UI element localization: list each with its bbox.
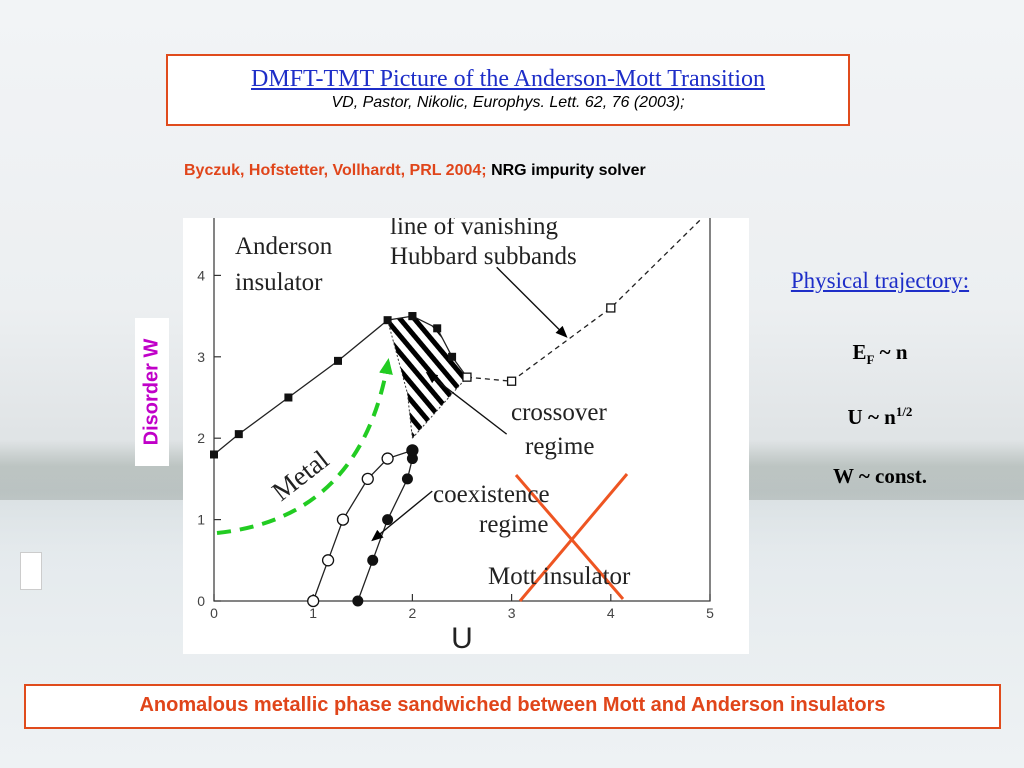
data-point-s3 [336, 513, 350, 526]
x-tick-label: 2 [409, 605, 417, 621]
crossover-hatched-region [387, 316, 467, 439]
data-point-s4 [406, 444, 418, 456]
series-line-4 [357, 450, 414, 602]
annotation-crossover: regime [525, 433, 594, 460]
ef-base: E [852, 340, 867, 364]
data-point-s0 [383, 316, 392, 325]
figure-credit: Byczuk, Hofstetter, Vollhardt, PRL 2004;… [184, 162, 646, 180]
annotation-crossover: crossover [511, 399, 607, 426]
annotation-vanishing: line of vanishing [390, 218, 559, 240]
data-point-s4 [406, 453, 418, 465]
trajectory-title: Physical trajectory: [790, 268, 970, 293]
series-line-2 [466, 218, 704, 382]
y-axis-label-box [135, 318, 169, 466]
data-point-s4 [352, 595, 364, 607]
physical-trajectory-arrow [216, 358, 393, 535]
data-point-s0 [284, 393, 293, 402]
series-line-0 [213, 315, 413, 455]
crossover-boundary-left [387, 320, 413, 439]
cross-out-stroke [514, 474, 625, 600]
data-point-s3 [381, 452, 394, 465]
u-superscript: 1/2 [895, 404, 913, 419]
phase-diagram-chart: 012345012345UAndersoninsulatorline of va… [197, 218, 714, 654]
data-point-s3 [361, 472, 374, 486]
x-tick-label: 0 [210, 605, 218, 621]
bottom-banner-text: Anomalous metallic phase sandwiched betw… [139, 694, 886, 716]
credit-solver: NRG impurity solver [491, 162, 646, 179]
annotation-coexistence: regime [479, 511, 548, 538]
data-point-s3 [321, 554, 335, 567]
crossover-boundary-right [412, 376, 468, 439]
data-point-s2 [606, 303, 616, 313]
y-axis-label: Disorder W [140, 338, 163, 446]
y-tick-label: 1 [197, 512, 205, 528]
data-point-s1 [433, 324, 442, 333]
annotation-metal: Metal [266, 444, 334, 506]
x-tick-label: 3 [508, 605, 516, 621]
u-base: U ~ n [847, 405, 896, 429]
annotation-vanishing: Hubbard subbands [390, 243, 577, 270]
x-tick-label: 1 [309, 605, 317, 621]
relation-u: U ~ n1/2 [758, 404, 1002, 430]
x-tick-label: 4 [607, 605, 615, 621]
data-point-s2 [462, 372, 472, 382]
data-point-s1 [408, 312, 417, 321]
plot-frame [213, 218, 711, 602]
pointer-arrow-crossover [425, 371, 508, 435]
relation-ef: EF ~ n [758, 340, 1002, 368]
phase-diagram-figure: 012345012345UAndersoninsulatorline of va… [183, 218, 749, 654]
y-tick-label: 3 [197, 349, 205, 365]
cross-out-stroke [518, 473, 629, 602]
data-point-s0 [234, 430, 243, 439]
annotation-coexistence: coexistence [433, 481, 550, 508]
data-point-s4 [367, 554, 379, 566]
y-tick-label: 2 [197, 430, 205, 446]
pointer-arrow-coexistence [371, 490, 433, 542]
data-point-s4 [382, 514, 394, 526]
series-line-3 [312, 449, 413, 602]
series-line-1 [412, 315, 468, 378]
slide-title: DMFT-TMT Picture of the Anderson-Mott Tr… [250, 66, 766, 92]
data-point-s1 [448, 352, 457, 361]
relation-w: W ~ const. [833, 464, 927, 488]
annotation-anderson: Anderson [235, 233, 333, 260]
y-tick-label: 4 [197, 267, 205, 283]
slide-reference: VD, Pastor, Nikolic, Europhys. Lett. 62,… [331, 94, 685, 111]
bottom-banner: Anomalous metallic phase sandwiched betw… [24, 684, 1001, 729]
ef-subscript: F [866, 352, 875, 368]
data-point-s3 [307, 594, 320, 608]
ef-rest: ~ n [874, 340, 908, 364]
annotation-mott: Mott insulator [488, 563, 631, 590]
background-post [20, 552, 42, 590]
pointer-arrow-vanishing [496, 266, 568, 338]
data-point-s4 [401, 473, 413, 485]
title-box: DMFT-TMT Picture of the Anderson-Mott Tr… [166, 54, 850, 126]
data-point-s0 [210, 450, 218, 459]
credit-authors: Byczuk, Hofstetter, Vollhardt, PRL 2004; [184, 162, 487, 179]
x-axis-label: U [451, 622, 473, 654]
y-tick-label: 0 [197, 593, 205, 609]
annotation-anderson: insulator [235, 269, 323, 296]
data-point-s2 [506, 376, 517, 386]
data-point-s0 [334, 356, 342, 365]
x-tick-label: 5 [706, 605, 714, 621]
